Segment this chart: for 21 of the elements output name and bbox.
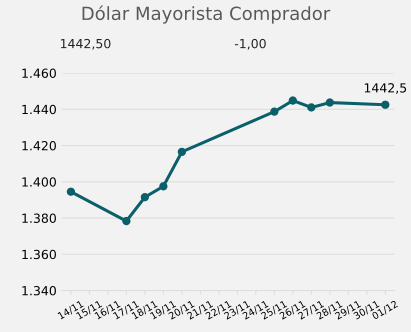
y-tick-label: 1.460 [22,68,56,78]
point [270,107,279,116]
point [326,98,334,107]
point [66,188,76,196]
y-tick-label: 1.380 [22,213,56,223]
point [381,100,390,109]
point [307,103,316,112]
point [140,193,150,202]
y-tick-label: 1.340 [22,286,56,296]
point [288,96,298,105]
y-tick-label: 1.440 [22,104,56,114]
chart-title: Dólar Mayorista Comprador [82,5,330,24]
y-tick-label: 1.360 [22,250,56,260]
text: 1442,50 [60,38,110,50]
point [178,148,186,156]
point [159,182,168,190]
y-tick-label: 1.400 [22,177,56,187]
data-label: 1442,5 [364,83,406,94]
y-tick-label: 1.420 [22,141,56,150]
point [122,216,131,226]
text: -1,00 [234,38,266,50]
